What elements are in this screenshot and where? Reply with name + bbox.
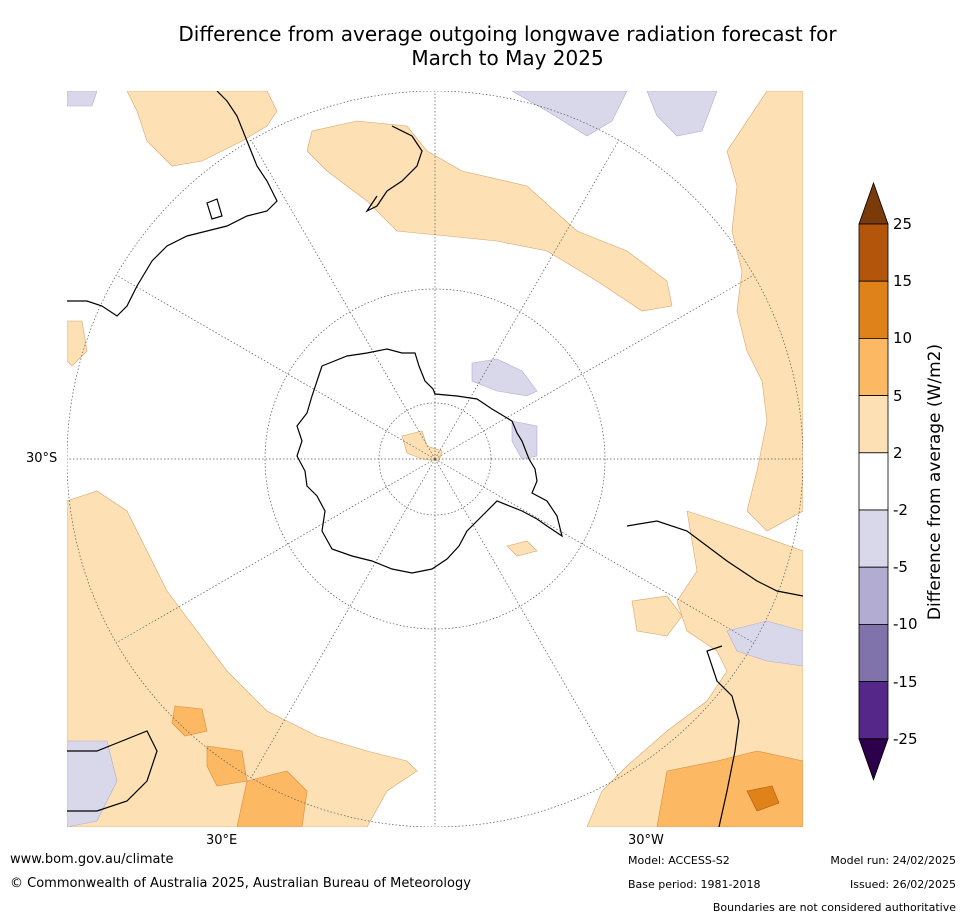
region-orange-1 bbox=[171, 705, 208, 737]
region-lav-top bbox=[511, 91, 628, 137]
region-lav-tl bbox=[67, 91, 98, 107]
region-lav-sw bbox=[67, 740, 118, 827]
colorbar-segment bbox=[858, 624, 889, 683]
negative-anomaly-regions bbox=[67, 91, 803, 827]
region-west-mid bbox=[67, 490, 418, 827]
colorbar-arrow-top bbox=[858, 181, 889, 225]
title-line-2: March to May 2025 bbox=[411, 46, 604, 70]
footer-base-period: Base period: 1981-2018 bbox=[628, 878, 761, 891]
positive-anomaly-regions bbox=[67, 91, 803, 827]
lat-label-30s: 30°S bbox=[26, 451, 58, 466]
region-small-s bbox=[506, 540, 538, 557]
colorbar-tick-label: 25 bbox=[893, 215, 913, 233]
coastlines bbox=[67, 91, 803, 827]
coast-australia bbox=[67, 91, 278, 317]
colorbar-segment bbox=[858, 452, 889, 511]
coast-nz-north bbox=[386, 125, 423, 192]
footer-issued: Issued: 26/02/2025 bbox=[849, 878, 956, 891]
colorbar-tick-label: -15 bbox=[893, 672, 918, 691]
colorbar-segment bbox=[858, 223, 889, 282]
coast-nz-south bbox=[365, 190, 388, 213]
colorbar-tick-label: -2 bbox=[893, 501, 908, 519]
region-center bbox=[401, 430, 443, 462]
colorbar-tick-label: -5 bbox=[893, 558, 908, 577]
region-australia-north bbox=[126, 91, 278, 167]
colorbar-segment bbox=[858, 509, 889, 568]
region-dark-orange bbox=[746, 785, 780, 812]
colorbar-segment bbox=[858, 337, 889, 396]
colorbar-segment bbox=[858, 566, 889, 625]
region-orange-4 bbox=[656, 750, 803, 827]
colorbar-arrow-bottom bbox=[858, 738, 889, 781]
title-line-1: Difference from average outgoing longwav… bbox=[178, 22, 837, 46]
region-orange-3 bbox=[236, 770, 308, 827]
region-lav-mid2 bbox=[511, 420, 538, 460]
footer-disclaimer: Boundaries are not considered authoritat… bbox=[712, 901, 956, 914]
region-small-sw bbox=[631, 595, 683, 637]
lat-circle-mid bbox=[264, 288, 606, 630]
colorbar-segment bbox=[858, 280, 889, 339]
colorbar-tick-label: 2 bbox=[893, 443, 903, 462]
lon-label-30e: 30°E bbox=[206, 833, 238, 848]
colorbar-tick-label: -25 bbox=[893, 729, 918, 748]
graticule bbox=[67, 91, 803, 827]
region-lav-top2 bbox=[646, 91, 718, 137]
region-east-pacific bbox=[726, 91, 803, 532]
map-title: Difference from average outgoing longwav… bbox=[60, 22, 955, 70]
footer-copyright: © Commonwealth of Australia 2025, Austra… bbox=[10, 876, 471, 891]
colorbar-label: Difference from average (W/m2) bbox=[925, 343, 945, 621]
coast-tasmania bbox=[206, 198, 223, 220]
region-nz-band bbox=[306, 120, 673, 312]
colorbar-segment bbox=[858, 395, 889, 454]
footer-model: Model: ACCESS-S2 bbox=[628, 854, 730, 867]
coast-south-america bbox=[626, 520, 803, 827]
colorbar-tick-label: 5 bbox=[893, 386, 903, 405]
region-south-atlantic bbox=[586, 510, 803, 827]
strong-positive-anomaly-regions bbox=[171, 705, 803, 827]
colorbar-tick-label: 15 bbox=[893, 272, 913, 291]
colorbar-segment bbox=[858, 681, 889, 740]
footer-model-run: Model run: 24/02/2025 bbox=[830, 854, 956, 867]
region-orange-2 bbox=[206, 745, 248, 787]
colorbar-tick-label: -10 bbox=[893, 615, 918, 634]
polar-map bbox=[67, 91, 803, 827]
coast-africa bbox=[67, 730, 158, 812]
coast-antarctica bbox=[296, 348, 563, 574]
region-lav-east bbox=[726, 620, 803, 667]
lon-label-30w: 30°W bbox=[628, 833, 664, 848]
region-lav-mid bbox=[471, 358, 538, 397]
footer-website[interactable]: www.bom.gov.au/climate bbox=[10, 852, 174, 867]
colorbar-tick-label: 10 bbox=[893, 329, 913, 348]
